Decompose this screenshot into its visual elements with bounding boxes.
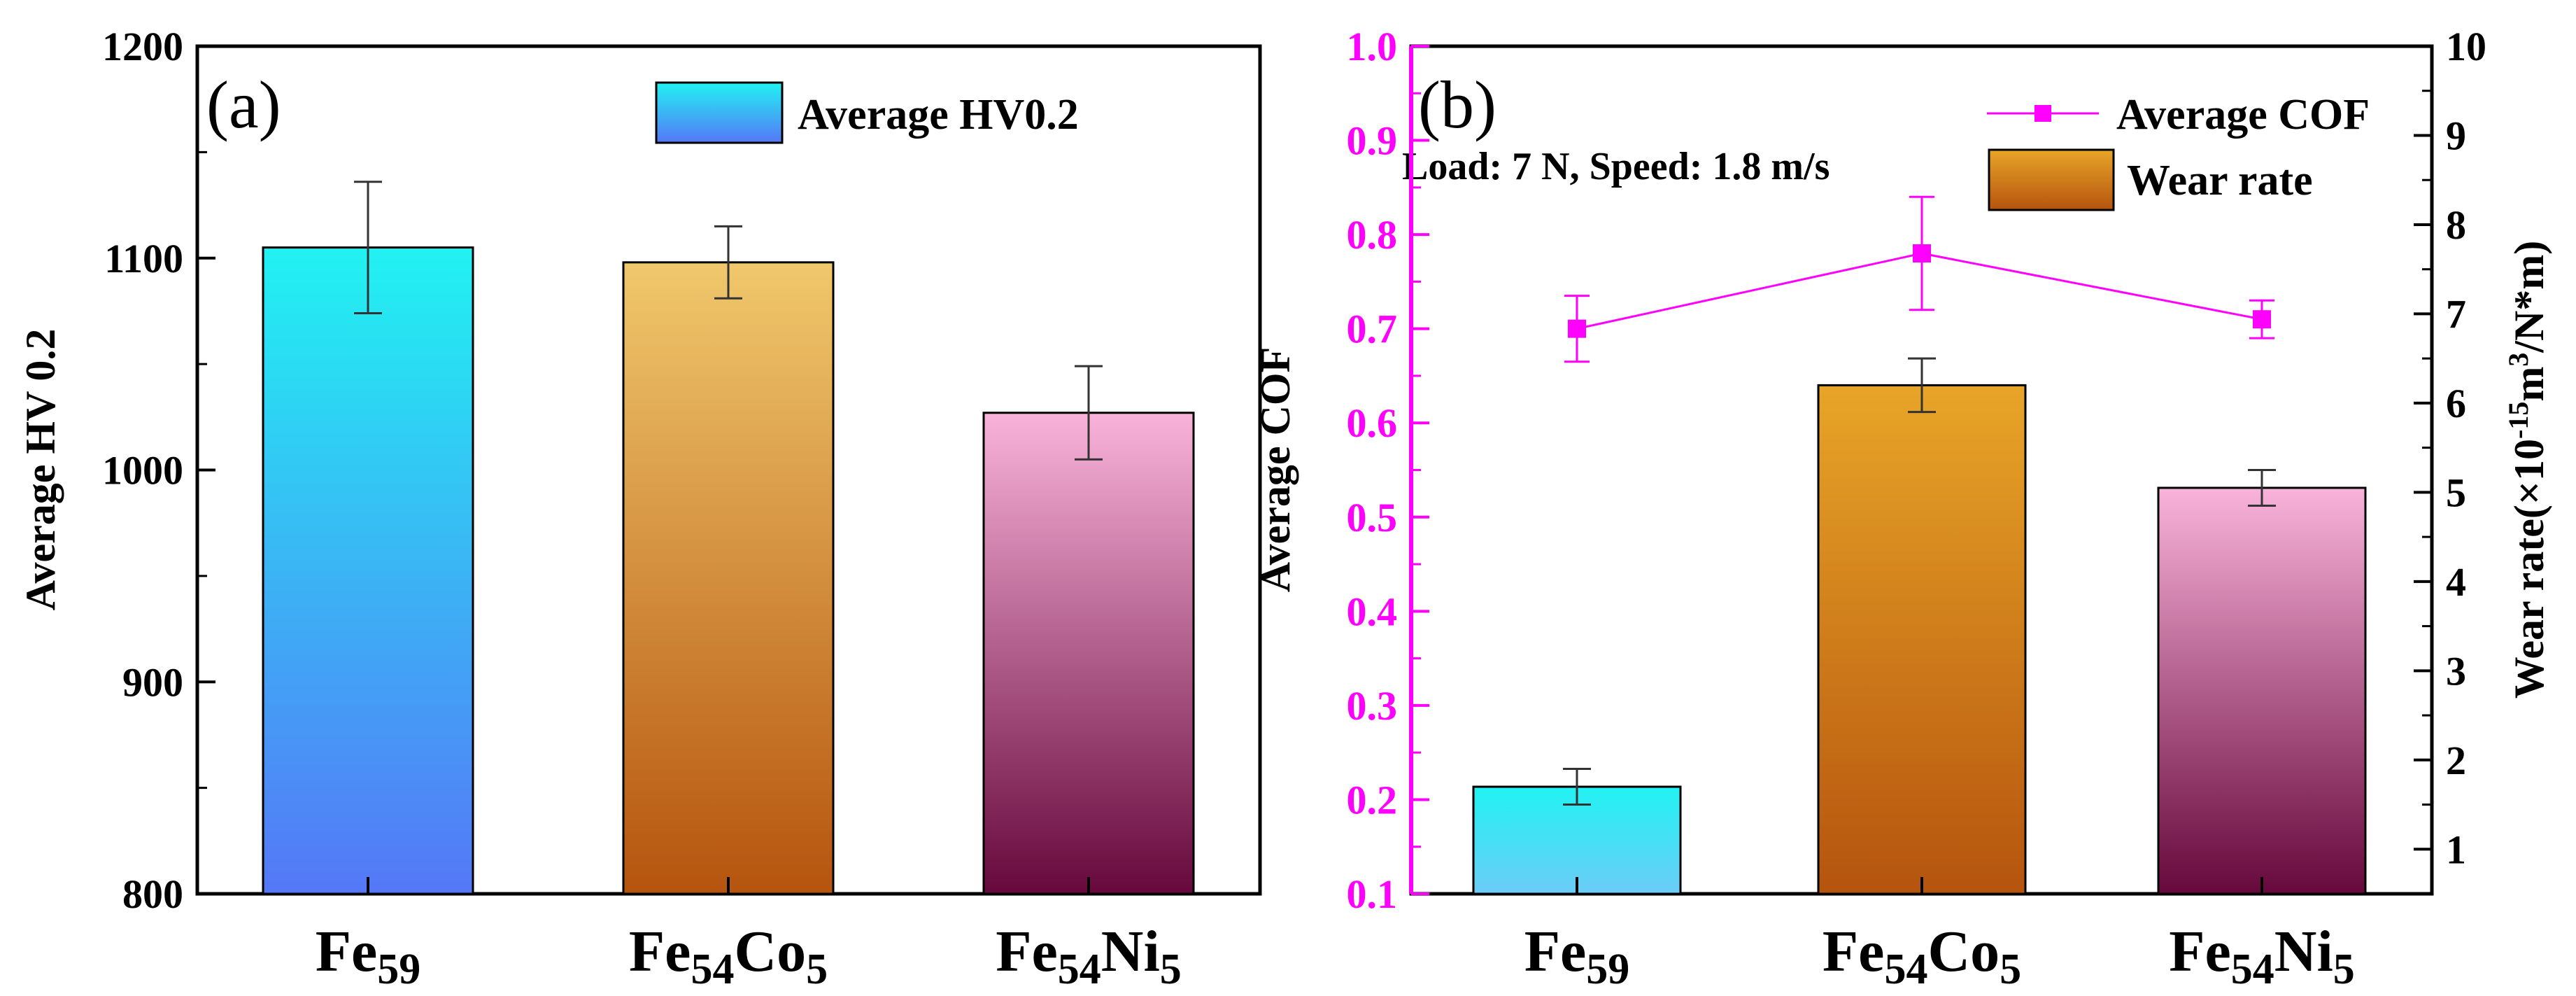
panel-a-bar-fe54ni5 <box>982 412 1195 895</box>
panel-b-legend-label-cof: Average COF <box>2116 91 2370 139</box>
panel-a-legend-label: Average HV0.2 <box>798 91 1079 139</box>
panel-a-bar-fe59 <box>262 246 474 895</box>
panel-b-x-label-fe54co5-element: Fe <box>1823 919 1885 984</box>
panel-b-wear-bar-fe54ni5 <box>2157 486 2367 895</box>
panel-a-bar-fe54co5 <box>622 261 835 895</box>
panel-a-x-label-fe59: Fe59 <box>316 919 421 993</box>
panel-b-legend-swatch <box>1988 148 2115 211</box>
panel-b-x-label-fe54ni5-element: Fe <box>2169 919 2231 984</box>
panel-b-left-tick-label: 0.4 <box>1347 589 1398 634</box>
panel-b-left-tick-label: 0.3 <box>1347 683 1398 729</box>
panel-b: (b) Load: 7 N, Speed: 1.8 m/s 0.1 0.2 0.3 0… <box>1252 24 2552 993</box>
panel-b-right-tick-label: 1 <box>2446 827 2466 872</box>
panel-a-error-bar-fe54co5 <box>714 225 742 300</box>
panel-b-right-tick-label: 3 <box>2446 648 2466 694</box>
panel-b-left-tick-label: 0.9 <box>1347 118 1398 164</box>
panel-b-wear-bar-fe54co5 <box>1817 384 2027 895</box>
panel-a-y-axis-title: Average HV 0.2 <box>17 329 64 611</box>
panel-a-legend-swatch <box>655 81 784 144</box>
panel-b-legend-label-wear: Wear rate <box>2127 157 2313 204</box>
panel-a-x-label-fe54ni5-element: Fe <box>996 919 1058 984</box>
panel-b-right-tick-label: 9 <box>2446 113 2466 158</box>
panel-b-right-tick-label: 4 <box>2446 559 2466 605</box>
panel-a-x-label-fe54ni5-element2: Ni <box>1101 919 1160 984</box>
panel-a-x-label-fe54ni5-subscript2: 5 <box>1160 946 1182 993</box>
panel-b-wear-error-bar-fe54co5 <box>1908 357 1936 414</box>
panel-a-y-tick-label: 1000 <box>102 448 183 493</box>
panel-b-left-tick-label: 0.7 <box>1347 307 1398 352</box>
panel-b-annotation: Load: 7 N, Speed: 1.8 m/s <box>1402 145 1830 188</box>
panel-b-left-axis-title: Average COF <box>1252 347 1298 592</box>
panel-b-cof-point-fe54ni5 <box>2253 310 2271 329</box>
panel-b-x-label-fe54ni5-element2: Ni <box>2274 919 2333 984</box>
panel-b-left-tick-label: 0.1 <box>1347 871 1398 917</box>
panel-a-y-tick-label: 1200 <box>102 24 183 69</box>
panel-b-left-tick-label: 0.2 <box>1347 777 1398 822</box>
panel-b-x-label-fe54ni5-subscript2: 5 <box>2333 946 2355 993</box>
panel-a-x-label-fe54co5-subscript2: 5 <box>806 946 828 993</box>
panel-a-x-label-fe54ni5-subscript: 54 <box>1058 946 1101 993</box>
panel-b-x-label-fe54ni5-subscript: 54 <box>2231 946 2274 993</box>
panel-b-x-label-fe59-subscript: 59 <box>1586 946 1629 993</box>
panel-a-x-label-fe54co5-element2: Co <box>734 919 806 984</box>
panel-b-cof-point-fe59 <box>1568 319 1586 338</box>
panel-b-right-tick-label: 2 <box>2446 738 2466 783</box>
panel-b-right-tick-label: 7 <box>2446 291 2466 337</box>
panel-b-right-tick-label: 5 <box>2446 470 2466 515</box>
panel-a-x-label-fe54co5-subscript: 54 <box>691 946 734 993</box>
panel-b-cof-point-fe54co5 <box>1913 244 1931 263</box>
panel-b-right-tick-label: 8 <box>2446 202 2466 248</box>
panel-b-left-tick-label: 0.8 <box>1347 212 1398 258</box>
right-axis-title-part3: /N*m) <box>2506 241 2552 353</box>
right-axis-title-part2: m <box>2506 367 2552 402</box>
panel-b-x-label-fe54co5-element2: Co <box>1927 919 2000 984</box>
panel-b-legend-marker <box>2034 105 2051 122</box>
panel-b-label: (b) <box>1418 67 1496 142</box>
panel-a-x-label-fe54co5: Fe54Co5 <box>629 919 828 993</box>
panel-b-x-label-fe59: Fe59 <box>1524 919 1630 993</box>
panel-b-x-label-fe54co5: Fe54Co5 <box>1823 919 2021 993</box>
panel-a-error-bar-fe59 <box>354 181 382 314</box>
panel-a-label: (a) <box>206 67 281 142</box>
right-axis-title-part1: Wear rate(×10 <box>2506 439 2552 699</box>
panel-a-x-label-fe54ni5: Fe54Ni5 <box>996 919 1182 993</box>
panel-b-cof-line <box>1576 252 2263 330</box>
panel-b-left-tick-label: 0.5 <box>1347 495 1398 540</box>
panel-b-x-label-fe54co5-subscript: 54 <box>1884 946 1927 993</box>
panel-b-x-label-fe59-element: Fe <box>1524 919 1587 984</box>
panel-b-wear-error-bar-fe54ni5 <box>2248 469 2276 507</box>
panel-a-y-tick-label: 900 <box>122 659 183 705</box>
panel-a-y-tick-label: 800 <box>122 871 183 917</box>
panel-b-left-tick-label: 1.0 <box>1347 24 1398 69</box>
panel-a-x-label-fe54co5-element: Fe <box>629 919 691 984</box>
right-axis-title-sup2: 3 <box>2503 353 2534 367</box>
panel-a-error-bar-fe54ni5 <box>1075 365 1103 461</box>
panel-a-x-label-fe59-subscript: 59 <box>377 946 420 993</box>
panel-b-right-tick-label: 10 <box>2446 24 2486 69</box>
panel-b-left-tick-label: 0.6 <box>1347 400 1398 446</box>
panel-a-x-label-fe59-element: Fe <box>316 919 378 984</box>
panel-b-x-label-fe54co5-subscript2: 5 <box>2000 946 2021 993</box>
panel-b-x-label-fe54ni5: Fe54Ni5 <box>2169 919 2355 993</box>
panel-a-y-tick-label: 1100 <box>104 236 183 281</box>
panel-b-right-tick-label: 6 <box>2446 381 2466 426</box>
right-axis-title-sup1: -15 <box>2503 402 2534 439</box>
panel-b-wear-error-bar-fe59 <box>1563 768 1591 806</box>
panel-b-right-axis-title: Wear rate(×10-15m3/N*m) <box>2503 241 2552 699</box>
